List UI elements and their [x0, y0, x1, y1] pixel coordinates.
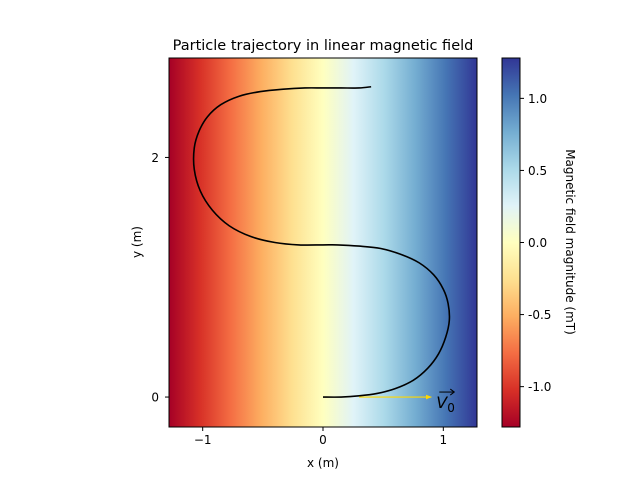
colorbar-label: Magnetic field magnitude (mT) — [563, 149, 577, 335]
field-heatmap — [169, 58, 477, 427]
chart-title: Particle trajectory in linear magnetic f… — [173, 38, 474, 54]
colorbar-tick-label: -1.0 — [528, 380, 551, 394]
y-axis-ticks: 02 — [151, 151, 169, 405]
colorbar-ticks: -1.0 -0.5 0.0 0.5 1.0 — [520, 92, 551, 394]
colorbar-tick-label: 0.0 — [528, 236, 547, 250]
x-tick-label: −1 — [194, 433, 212, 447]
x-tick-label: 0 — [319, 433, 327, 447]
x-axis-label: x (m) — [307, 456, 339, 470]
velocity-label: V0 — [436, 393, 455, 415]
trajectory-layer: V0 — [192, 85, 456, 415]
vector-head — [449, 388, 456, 396]
x-axis-ticks: −1 0 1 — [194, 427, 447, 447]
x-tick-label: 1 — [439, 433, 447, 447]
colorbar-tick-label: -0.5 — [528, 308, 551, 322]
colorbar-tick-label: 1.0 — [528, 92, 547, 106]
colorbar-tick-label: 0.5 — [528, 164, 547, 178]
y-tick-label: 0 — [151, 391, 159, 405]
trajectory-line — [192, 85, 451, 398]
y-tick-label: 2 — [151, 151, 159, 165]
y-axis-label: y (m) — [130, 226, 144, 258]
colorbar — [501, 57, 521, 428]
